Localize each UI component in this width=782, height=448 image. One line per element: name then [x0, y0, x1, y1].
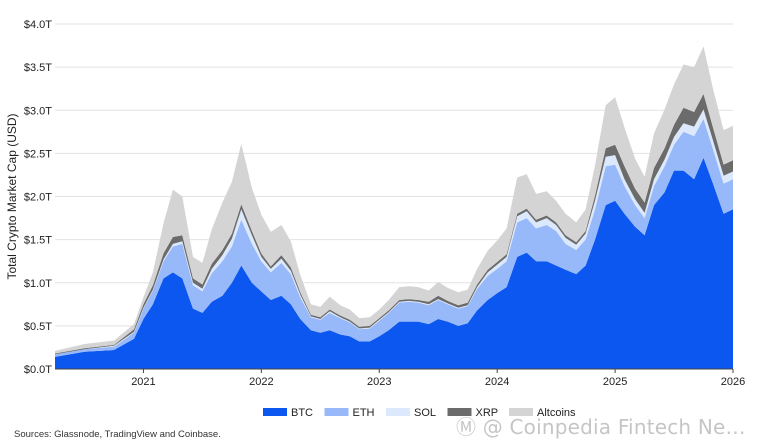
legend: BTC ETH SOL XRP Altcoins [263, 407, 576, 419]
x-tick-label: 2024 [485, 376, 509, 388]
x-tick-label: 2025 [603, 376, 627, 388]
y-tick-label: $1.5T [24, 235, 52, 247]
legend-swatch-xrp [447, 408, 472, 416]
y-tick-label: $4.0T [24, 19, 52, 31]
area-btc [55, 157, 733, 369]
legend-swatch-eth [324, 408, 349, 416]
watermark: Ⓜ @ Coinpedia Fintech Ne… [456, 415, 746, 439]
x-axis-ticks: 2021 2022 2023 2024 2025 2026 [131, 369, 745, 388]
x-tick-label: 2022 [249, 376, 273, 388]
legend-label-btc: BTC [291, 407, 313, 419]
y-tick-label: $0.0T [24, 364, 52, 376]
stacked-areas [55, 46, 733, 369]
source-note: Sources: Glassnode, TradingView and Coin… [14, 429, 221, 440]
legend-label-sol: SOL [414, 407, 436, 419]
legend-label-eth: ETH [353, 407, 375, 419]
legend-label-altcoins: Altcoins [537, 407, 576, 419]
y-axis-label: Total Crypto Market Cap (USD) [5, 113, 19, 279]
legend-swatch-btc [263, 408, 287, 416]
legend-label-xrp: XRP [476, 407, 499, 419]
x-tick-label: 2021 [131, 376, 155, 388]
y-axis-ticks: $0.0T $0.5T $1.0T $1.5T $2.0T $2.5T $3.0T $3.5T… [24, 19, 52, 376]
y-tick-label: $2.5T [24, 148, 52, 160]
x-tick-label: 2026 [721, 376, 745, 388]
x-tick-label: 2023 [367, 376, 391, 388]
y-tick-label: $3.5T [24, 62, 52, 74]
y-tick-label: $1.0T [24, 278, 52, 290]
y-tick-label: $3.0T [24, 105, 52, 117]
legend-swatch-sol [386, 408, 410, 416]
area-eth [55, 118, 733, 357]
y-tick-label: $0.5T [24, 321, 52, 333]
legend-swatch-altcoins [509, 408, 533, 416]
y-tick-label: $2.0T [24, 192, 52, 204]
